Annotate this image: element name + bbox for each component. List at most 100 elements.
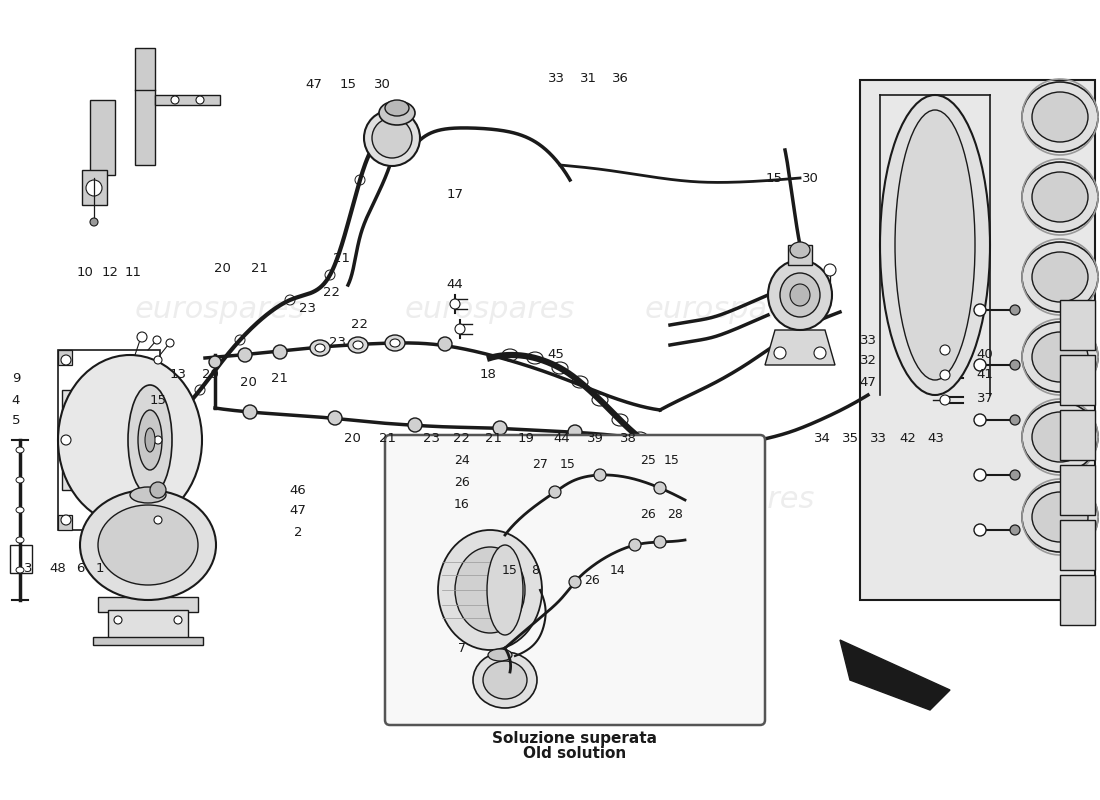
- Ellipse shape: [1022, 162, 1098, 232]
- Ellipse shape: [940, 395, 950, 405]
- Text: 47: 47: [289, 503, 307, 517]
- Text: eurospares: eurospares: [405, 295, 575, 325]
- Text: 48: 48: [50, 562, 66, 574]
- Polygon shape: [1060, 410, 1094, 460]
- Text: eurospares: eurospares: [135, 295, 305, 325]
- Ellipse shape: [450, 299, 460, 309]
- Text: 17: 17: [447, 189, 463, 202]
- Text: 6: 6: [76, 562, 85, 574]
- Text: 33: 33: [548, 71, 564, 85]
- Ellipse shape: [209, 356, 221, 368]
- Ellipse shape: [150, 482, 166, 498]
- Ellipse shape: [238, 348, 252, 362]
- Ellipse shape: [493, 421, 507, 435]
- Ellipse shape: [98, 505, 198, 585]
- Polygon shape: [1060, 355, 1094, 405]
- Text: 32: 32: [859, 354, 877, 366]
- Text: 26: 26: [454, 475, 470, 489]
- Ellipse shape: [390, 339, 400, 347]
- Text: 20: 20: [213, 262, 230, 274]
- Text: 40: 40: [977, 349, 993, 362]
- Ellipse shape: [974, 304, 986, 316]
- Ellipse shape: [824, 264, 836, 276]
- Text: 16: 16: [454, 498, 470, 510]
- Bar: [10, 545, 32, 573]
- Text: 47: 47: [306, 78, 322, 91]
- Ellipse shape: [243, 405, 257, 419]
- Ellipse shape: [145, 428, 155, 452]
- Ellipse shape: [768, 260, 832, 330]
- Ellipse shape: [1010, 415, 1020, 425]
- FancyBboxPatch shape: [385, 435, 764, 725]
- Ellipse shape: [594, 469, 606, 481]
- Ellipse shape: [1032, 332, 1088, 382]
- Text: 20: 20: [343, 431, 361, 445]
- Ellipse shape: [138, 332, 147, 342]
- Ellipse shape: [654, 536, 666, 548]
- Ellipse shape: [130, 487, 166, 503]
- Text: 44: 44: [553, 431, 571, 445]
- Bar: [82, 170, 107, 205]
- Ellipse shape: [353, 341, 363, 349]
- Ellipse shape: [154, 356, 162, 364]
- Ellipse shape: [629, 539, 641, 551]
- Ellipse shape: [1010, 305, 1020, 315]
- Text: 13: 13: [169, 369, 187, 382]
- Ellipse shape: [138, 410, 162, 470]
- Text: 23: 23: [299, 302, 317, 314]
- Polygon shape: [58, 515, 72, 530]
- Ellipse shape: [114, 616, 122, 624]
- Ellipse shape: [379, 101, 415, 125]
- Text: 30: 30: [374, 78, 390, 91]
- Bar: [108, 610, 188, 640]
- Text: 21: 21: [485, 431, 503, 445]
- Ellipse shape: [60, 515, 72, 525]
- Ellipse shape: [1010, 360, 1020, 370]
- Ellipse shape: [385, 335, 405, 351]
- Ellipse shape: [1010, 470, 1020, 480]
- Text: 47: 47: [859, 375, 877, 389]
- Text: 11: 11: [124, 266, 142, 278]
- Ellipse shape: [60, 435, 72, 445]
- Text: 2: 2: [294, 526, 302, 538]
- Ellipse shape: [16, 567, 24, 573]
- Text: 22: 22: [323, 286, 341, 298]
- Ellipse shape: [438, 530, 542, 650]
- Text: 46: 46: [289, 483, 307, 497]
- Polygon shape: [764, 330, 835, 365]
- Text: eurospares: eurospares: [610, 568, 750, 592]
- Text: 1: 1: [96, 562, 104, 574]
- Ellipse shape: [1022, 322, 1098, 392]
- Ellipse shape: [16, 477, 24, 483]
- Text: 15: 15: [560, 458, 576, 471]
- Text: 44: 44: [447, 278, 463, 291]
- Ellipse shape: [1022, 402, 1098, 472]
- Ellipse shape: [385, 100, 409, 116]
- Text: 27: 27: [532, 458, 548, 471]
- Text: 24: 24: [454, 454, 470, 466]
- Text: 31: 31: [580, 71, 596, 85]
- Ellipse shape: [654, 482, 666, 494]
- Text: 23: 23: [330, 335, 346, 349]
- Ellipse shape: [790, 284, 810, 306]
- Ellipse shape: [408, 418, 422, 432]
- Ellipse shape: [80, 490, 216, 600]
- Ellipse shape: [438, 337, 452, 351]
- Text: 35: 35: [842, 431, 858, 445]
- Ellipse shape: [974, 469, 986, 481]
- Bar: [98, 597, 198, 612]
- Ellipse shape: [58, 355, 202, 525]
- Ellipse shape: [974, 414, 986, 426]
- Text: 37: 37: [977, 391, 993, 405]
- Ellipse shape: [1022, 482, 1098, 552]
- Text: 42: 42: [900, 431, 916, 445]
- Text: 21: 21: [272, 371, 288, 385]
- Ellipse shape: [940, 370, 950, 380]
- Polygon shape: [62, 390, 150, 490]
- Ellipse shape: [1032, 252, 1088, 302]
- Ellipse shape: [974, 359, 986, 371]
- Ellipse shape: [455, 547, 525, 633]
- Text: 22: 22: [453, 431, 471, 445]
- Text: 20: 20: [240, 375, 256, 389]
- Text: 39: 39: [586, 431, 604, 445]
